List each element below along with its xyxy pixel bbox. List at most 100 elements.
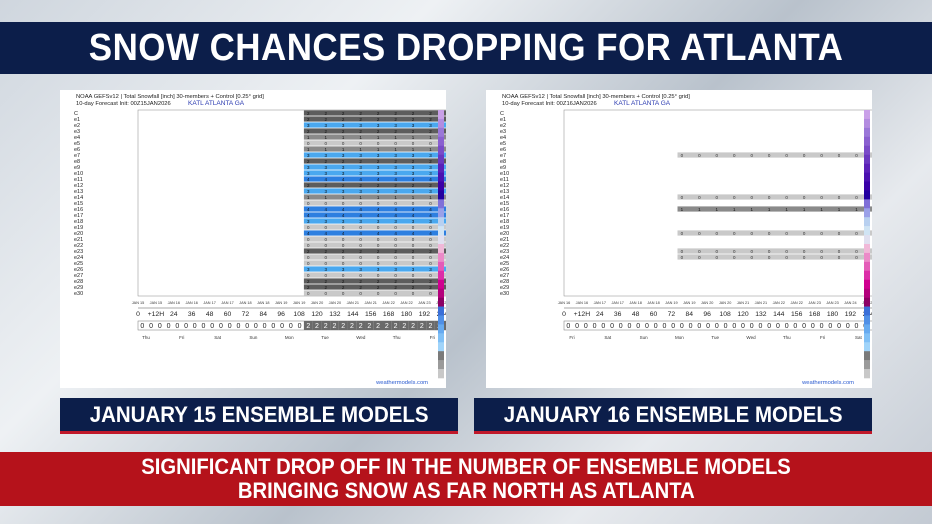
member-value-e23-31: 0 (838, 249, 841, 254)
colorbar-swatch-3 (438, 136, 444, 147)
colorbar-swatch-2 (864, 127, 870, 138)
day-label-5: Wed (746, 335, 756, 340)
member-label-e17: e17 (74, 213, 83, 219)
member-label-e2: e2 (74, 123, 80, 129)
member-value-e14-25: 1 (359, 195, 362, 200)
member-bar-C (303, 110, 446, 116)
member-value-e18-23: 3 (342, 219, 345, 224)
colorbar-swatch-29 (438, 369, 444, 379)
member-value-e13-19: 3 (307, 189, 310, 194)
member-bar-e2 (303, 122, 446, 128)
hour-tick-8: 96 (277, 311, 285, 318)
member-value-e26-23: 3 (342, 267, 345, 272)
member-label-e16: e16 (74, 207, 83, 213)
mean-value-21: 2 (324, 323, 328, 330)
member-value-e15-23: 0 (342, 201, 345, 206)
member-value-e3-33: 2 (429, 129, 432, 134)
colorbar-swatch-20 (438, 288, 444, 298)
member-value-e16-31: 1 (838, 207, 841, 212)
colorbar-swatch-17 (864, 261, 870, 272)
member-value-e3-29: 2 (394, 129, 397, 134)
member-label-e10: e10 (74, 171, 83, 177)
member-value-e3-25: 2 (359, 129, 362, 134)
footer-line-1: SIGNIFICANT DROP OFF IN THE NUMBER OF EN… (141, 454, 791, 479)
hour-tick-10: 120 (311, 311, 323, 318)
member-value-e27-33: 0 (429, 273, 432, 278)
member-label-e4: e4 (74, 135, 80, 141)
member-value-e29-23: 2 (342, 285, 345, 290)
member-label-e20: e20 (500, 231, 509, 237)
member-value-e22-31: 0 (412, 243, 415, 248)
member-value-e8-23: 2 (342, 159, 345, 164)
member-value-e18-21: 3 (324, 219, 327, 224)
member-value-e28-19: 2 (307, 279, 310, 284)
member-label-e25: e25 (74, 261, 83, 267)
member-value-e24-15: 0 (698, 255, 701, 260)
mean-cell-23 (338, 321, 348, 330)
member-value-e12-23: 2 (342, 183, 345, 188)
colorbar-swatch-19 (864, 279, 870, 289)
member-label-e13: e13 (500, 189, 509, 195)
member-value-e2-31: 3 (412, 123, 415, 128)
member-value-e2-21: 3 (324, 123, 327, 128)
mean-value-2: 0 (158, 323, 162, 330)
caption-jan16-text: JANUARY 16 ENSEMBLE MODELS (503, 401, 843, 427)
colorbar-swatch-9 (438, 190, 444, 200)
colorbar-swatch-6 (438, 163, 444, 173)
member-label-e27: e27 (74, 273, 83, 279)
day-label-2: Sat (214, 335, 222, 340)
mean-value-31: 2 (411, 323, 415, 330)
colorbar-swatch-25 (864, 333, 870, 343)
member-value-e28-29: 2 (394, 279, 397, 284)
member-bar-e24 (677, 254, 872, 260)
colorbar-swatch-7 (864, 172, 870, 182)
member-label-e27: e27 (500, 273, 509, 279)
member-label-e3: e3 (74, 129, 80, 135)
member-value-e7-27: 3 (377, 153, 380, 158)
member-value-e28-33: 2 (429, 279, 432, 284)
colorbar-swatch-15 (438, 244, 444, 254)
colorbar-swatch-7 (438, 172, 444, 182)
member-value-e7-29: 0 (820, 153, 823, 158)
member-label-e14: e14 (74, 195, 83, 201)
caption-jan16: JANUARY 16 ENSEMBLE MODELS (474, 398, 872, 434)
member-value-e15-29: 0 (394, 201, 397, 206)
mean-value-4: 0 (601, 323, 605, 330)
mean-value-21: 0 (750, 323, 754, 330)
member-value-e6-19: 1 (307, 147, 310, 152)
member-value-e12-19: 2 (307, 183, 310, 188)
member-value-e12-29: 2 (394, 183, 397, 188)
member-value-e12-21: 2 (324, 183, 327, 188)
colorbar-swatch-0 (438, 110, 444, 120)
date-tick-5: JAN 18 (647, 301, 659, 305)
member-value-e15-19: 0 (307, 201, 310, 206)
member-value-e19-23: 0 (342, 225, 345, 230)
member-value-e7-17: 0 (716, 153, 719, 158)
ensemble-panel-jan15: NOAA GEFSv12 | Total Snowfall [inch] 30-… (60, 90, 446, 388)
colorbar-swatch-8 (438, 181, 444, 191)
colorbar-swatch-22 (438, 306, 444, 316)
member-value-e14-21: 1 (324, 195, 327, 200)
member-value-e30-31: 0 (412, 291, 415, 296)
member-label-e15: e15 (74, 201, 83, 207)
colorbar-swatch-1 (438, 118, 444, 129)
mean-value-5: 0 (610, 323, 614, 330)
member-value-e4-23: 1 (342, 135, 345, 140)
member-value-e23-27: 2 (377, 249, 380, 254)
colorbar-swatch-15 (864, 244, 870, 254)
member-value-e16-25: 4 (359, 207, 362, 212)
member-value-e18-33: 3 (429, 219, 432, 224)
member-value-e25-21: 0 (324, 261, 327, 266)
hour-tick-14: 168 (383, 311, 395, 318)
member-value-e23-25: 0 (785, 249, 788, 254)
mean-cell-33 (426, 321, 435, 330)
mean-cell-30 (399, 321, 409, 330)
member-value-e20-29: 4 (394, 231, 397, 236)
mean-value-30: 0 (828, 323, 832, 330)
hour-tick-9: 108 (293, 311, 305, 318)
member-value-e15-33: 0 (429, 201, 432, 206)
mean-value-15: 0 (271, 323, 275, 330)
member-value-e24-31: 0 (412, 255, 415, 260)
member-value-e29-27: 2 (377, 285, 380, 290)
member-value-e13-21: 3 (324, 189, 327, 194)
